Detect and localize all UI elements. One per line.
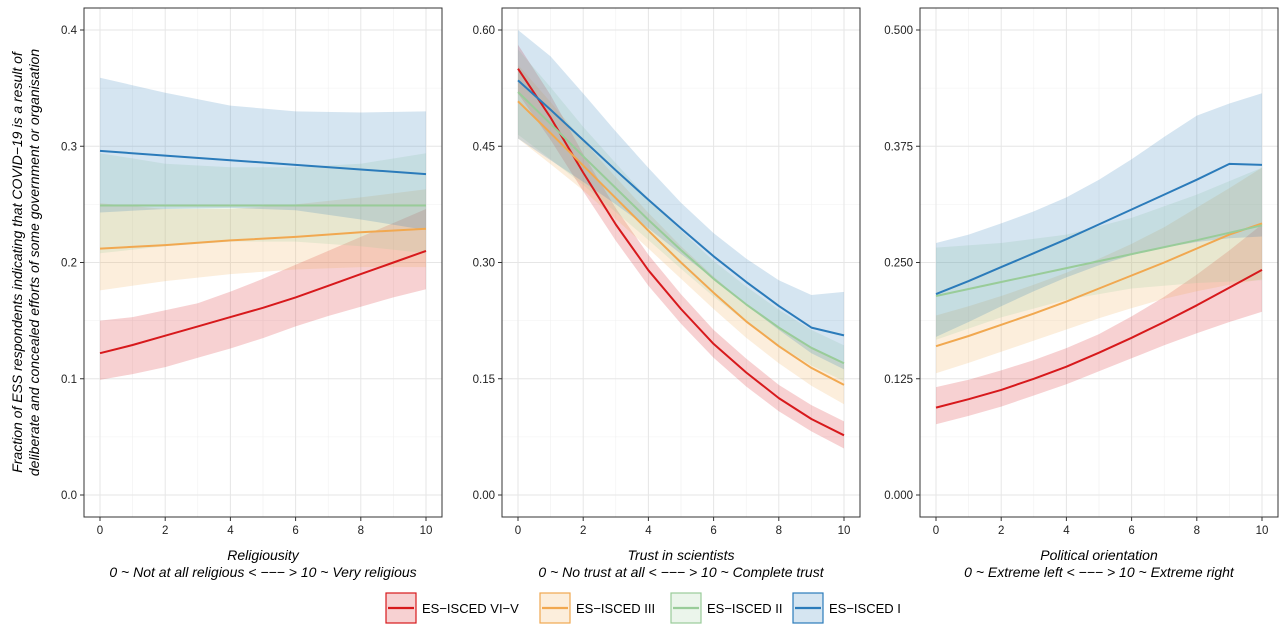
y-tick-label: 0.60 [473,25,495,37]
x-axis-title: Religiousity [227,547,300,563]
x-axis-title: 0 ~ No trust at all < −−− > 10 ~ Complet… [538,564,824,580]
legend-label: ES−ISCED VI−V [422,601,519,616]
confidence-band [100,77,426,230]
y-tick-label: 0.250 [884,258,913,270]
x-tick-label: 2 [580,525,586,537]
legend-item: ES−ISCED I [792,592,901,624]
y-tick-label: 0.45 [473,141,495,153]
x-tick-label: 10 [838,525,851,537]
series-line [935,224,1263,297]
y-tick-label: 0.00 [473,490,495,502]
confidence-band [518,30,844,370]
x-tick-label: 6 [292,525,298,537]
legend-item: ES−ISCED II [670,592,783,624]
x-tick-label: 2 [998,525,1004,537]
series-line [517,91,845,365]
legend-item: ES−ISCED III [539,592,655,624]
x-tick-label: 10 [1256,525,1269,537]
panel-3: 0 2 4 6 8 10 0.000 0.125 0.250 0.375 0.500 Politica… [884,7,1279,580]
x-tick-label: 8 [1194,525,1200,537]
series-line [935,162,1263,296]
x-tick-label: 0 [933,525,939,537]
legend-label: ES−ISCED I [829,601,901,616]
y-tick-label: 0.375 [884,141,913,153]
series-line [517,100,845,386]
legend-label: ES−ISCED II [707,601,783,616]
y-tick-label: 0.0 [61,490,77,502]
y-axis-title: deliberate and concealed efforts of some… [26,49,42,476]
x-tick-label: 0 [515,525,521,537]
series-line [935,269,1263,409]
y-tick-label: 0.500 [884,25,913,37]
y-tick-label: 0.125 [884,374,913,386]
confidence-band [100,153,426,254]
series-line [99,249,427,355]
x-tick-label: 0 [97,525,103,537]
legend-item: ES−ISCED VI−V [385,592,519,624]
legend-label: ES−ISCED III [576,601,655,616]
legend: ES−ISCED VI−V ES−ISCED III ES−ISCED II ES−I… [385,592,901,624]
x-tick-label: 8 [358,525,364,537]
confidence-band [518,64,844,405]
x-tick-label: 4 [227,525,234,537]
confidence-band [100,209,426,380]
x-axis-title: 0 ~ Extreme left < −−− > 10 ~ Extreme ri… [964,564,1235,580]
x-tick-label: 4 [1063,525,1070,537]
y-tick-label: 0.2 [61,258,77,270]
confidence-band [936,167,1262,374]
y-tick-label: 0.3 [61,141,77,153]
confidence-band [518,44,844,449]
confidence-band [936,224,1262,425]
panel-2: 0 2 4 6 8 10 0.00 0.15 0.30 0.45 0.60 Trust in scie… [473,7,861,580]
confidence-band [936,93,1262,337]
y-tick-label: 0.15 [473,374,495,386]
x-tick-label: 10 [420,525,433,537]
x-tick-label: 8 [776,525,782,537]
series-line [99,227,427,250]
series-line [99,149,427,176]
confidence-band [518,49,844,382]
confidence-band [100,189,426,291]
y-tick-label: 0.4 [61,25,78,37]
y-tick-label: 0.30 [473,258,495,270]
x-tick-label: 4 [645,525,652,537]
x-axis-title: Political orientation [1040,547,1158,563]
confidence-band [936,167,1262,340]
x-axis-title: 0 ~ Not at all religious < −−− > 10 ~ Ve… [109,564,416,580]
x-axis-title: Trust in scientists [627,547,734,563]
x-tick-label: 2 [162,525,168,537]
x-tick-label: 6 [1128,525,1134,537]
y-tick-label: 0.000 [884,490,913,502]
x-tick-label: 6 [710,525,716,537]
series-line [935,222,1263,348]
y-tick-label: 0.1 [61,374,77,386]
series-line [517,79,845,337]
y-axis-title: Fraction of ESS respondents indicating t… [9,50,25,473]
